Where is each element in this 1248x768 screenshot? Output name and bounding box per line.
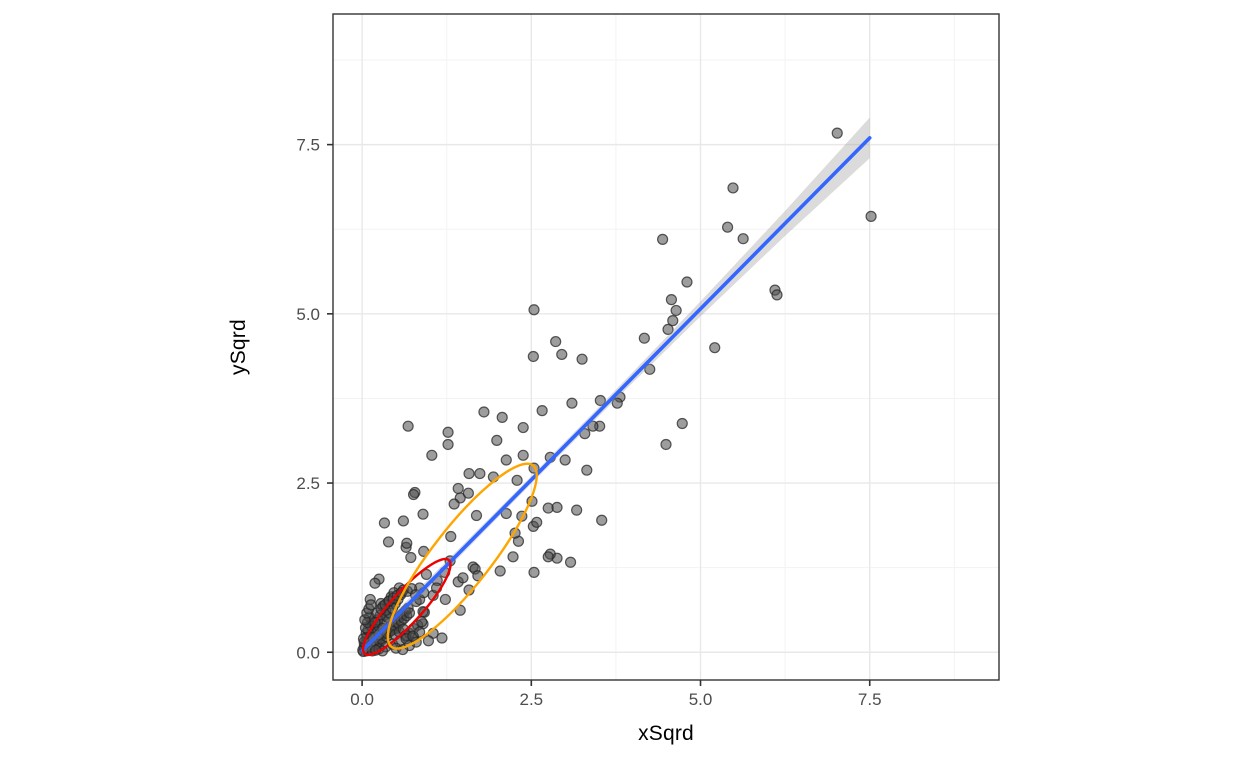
data-point — [670, 304, 682, 317]
data-point — [401, 537, 413, 549]
data-point — [528, 304, 540, 316]
data-point — [414, 626, 426, 638]
y-axis-title: ySqrd — [227, 319, 250, 375]
data-point — [542, 551, 554, 563]
data-point — [594, 394, 606, 407]
y-tick-label: 2.5 — [296, 474, 320, 493]
panel-border — [332, 13, 1000, 681]
data-point — [507, 551, 519, 563]
data-point — [638, 332, 650, 344]
regression-line — [360, 136, 872, 653]
data-point — [442, 426, 454, 438]
outer-ellipse — [386, 462, 538, 650]
data-point — [676, 417, 688, 430]
data-point — [611, 397, 623, 409]
data-point — [527, 350, 539, 363]
data-point — [721, 221, 734, 233]
data-point — [737, 233, 749, 245]
data-point — [378, 517, 391, 529]
data-point — [397, 515, 409, 527]
data-point — [420, 568, 433, 581]
inner-ellipse — [361, 557, 452, 657]
data-point — [500, 507, 512, 520]
x-tick-label: 2.5 — [519, 690, 543, 709]
data-point — [496, 411, 508, 423]
data-point — [402, 420, 414, 432]
data-point — [551, 501, 563, 514]
data-point — [667, 315, 679, 327]
data-point — [581, 464, 593, 476]
data-point — [417, 508, 429, 520]
data-point — [511, 474, 523, 486]
data-point — [436, 632, 448, 644]
data-point — [470, 509, 483, 522]
data-point — [445, 530, 457, 543]
data-point — [566, 397, 578, 409]
data-point — [457, 572, 469, 584]
y-tick-label: 5.0 — [296, 305, 320, 324]
x-tick-label: 0.0 — [350, 690, 374, 709]
data-point — [550, 335, 562, 348]
data-point — [422, 635, 435, 647]
data-point — [865, 210, 877, 222]
data-point — [531, 516, 543, 528]
data-point — [709, 342, 721, 354]
data-point — [439, 593, 451, 606]
data-point — [463, 467, 475, 480]
x-axis-title: xSqrd — [638, 722, 694, 745]
data-point — [657, 233, 669, 245]
data-point — [369, 577, 381, 589]
data-point — [681, 276, 693, 288]
data-point — [771, 289, 783, 301]
data-point — [478, 406, 490, 418]
data-point — [462, 487, 474, 499]
data-point — [587, 420, 599, 432]
data-point — [365, 599, 377, 611]
data-point — [500, 454, 512, 466]
data-point — [660, 438, 672, 451]
x-tick-label: 5.0 — [689, 690, 713, 709]
data-point — [831, 127, 843, 139]
data-point — [442, 438, 454, 451]
data-point — [556, 348, 568, 361]
data-point — [564, 556, 577, 568]
data-point — [491, 434, 503, 447]
data-point — [403, 607, 416, 619]
data-point — [727, 182, 739, 194]
data-point — [517, 449, 529, 461]
x-tick-label: 7.5 — [858, 690, 882, 709]
data-point — [536, 405, 548, 417]
data-point — [571, 504, 583, 516]
y-tick-label: 7.5 — [296, 136, 320, 155]
y-tick-label: 0.0 — [296, 643, 320, 662]
data-point — [448, 498, 460, 510]
data-point — [665, 294, 678, 306]
data-point — [579, 428, 591, 440]
data-point — [596, 514, 608, 526]
data-point — [382, 536, 395, 548]
data-point — [576, 353, 588, 365]
data-point — [559, 454, 571, 466]
data-point — [528, 566, 540, 578]
data-point — [494, 565, 506, 577]
data-point — [644, 363, 656, 375]
data-point — [405, 551, 417, 564]
data-point — [474, 467, 486, 480]
data-point — [426, 449, 438, 461]
data-point — [452, 482, 464, 495]
data-point — [517, 421, 529, 434]
data-point — [407, 488, 420, 501]
data-point — [662, 323, 674, 336]
